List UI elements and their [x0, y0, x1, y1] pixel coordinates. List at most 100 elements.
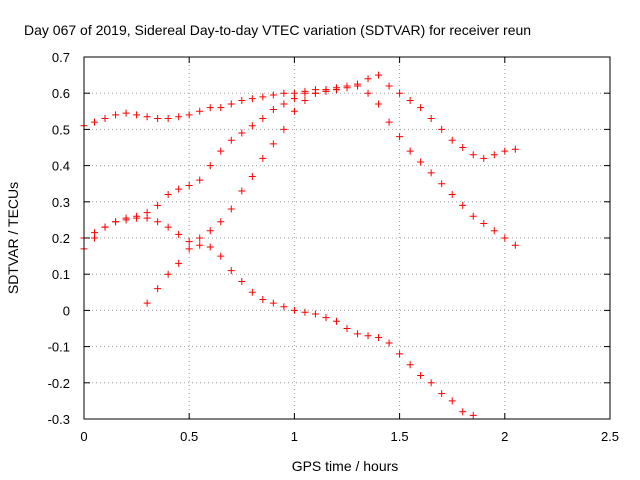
data-point-satellite-2	[364, 75, 372, 83]
data-point-satellite-1	[122, 109, 130, 117]
y-tick-label: -0.1	[48, 340, 70, 355]
data-point-satellite-1	[154, 115, 162, 123]
data-point-satellite-3	[164, 223, 172, 231]
data-point-satellite-1	[238, 96, 246, 104]
data-point-satellite-4	[396, 133, 404, 141]
data-point-satellite-2	[375, 71, 383, 79]
x-tick-label: 2	[501, 429, 508, 444]
y-tick-label: 0.2	[52, 231, 70, 246]
y-tick-label: 0.3	[52, 195, 70, 210]
data-point-satellite-3	[122, 214, 130, 222]
data-point-satellite-3	[196, 241, 204, 249]
data-point-satellite-3	[112, 218, 120, 226]
data-point-satellite-2	[196, 176, 204, 184]
data-point-satellite-3	[248, 288, 256, 296]
data-point-satellite-4	[175, 259, 183, 267]
data-point-satellite-1	[175, 113, 183, 121]
data-point-satellite-2	[427, 115, 435, 123]
data-point-satellite-4	[206, 227, 214, 235]
data-point-satellite-1	[248, 95, 256, 103]
data-point-satellite-2	[396, 89, 404, 97]
data-point-satellite-1	[91, 118, 99, 126]
data-point-satellite-3	[185, 238, 193, 246]
data-point-satellite-3	[154, 218, 162, 226]
data-point-satellite-4	[143, 299, 151, 307]
data-point-satellite-1	[101, 115, 109, 123]
data-point-satellite-4	[438, 180, 446, 188]
x-tick-label: 1	[291, 429, 298, 444]
data-point-satellite-3	[364, 332, 372, 340]
data-point-satellite-1	[206, 104, 214, 112]
data-point-satellite-1	[196, 107, 204, 115]
data-point-satellite-3	[217, 252, 225, 260]
data-point-satellite-4	[259, 154, 267, 162]
data-point-satellite-3	[343, 325, 351, 332]
data-point-satellite-2	[448, 136, 456, 144]
data-point-satellite-4	[343, 82, 351, 90]
data-point-satellite-4	[217, 218, 225, 226]
data-point-satellite-3	[459, 408, 467, 416]
data-point-satellite-2	[480, 154, 488, 162]
data-point-satellite-2	[406, 96, 414, 104]
data-point-satellite-2	[490, 151, 498, 159]
tick-labels: 0 0.5 1 1.5 2 2.5 -0.3 -0.2 -0.1 0 0.1 0.2 0.3 0.4 0.5…	[48, 50, 619, 444]
chart-title: Day 067 of 2019, Sidereal Day-to-day VTE…	[24, 22, 531, 38]
plot-frame	[83, 56, 611, 420]
data-points	[80, 71, 519, 419]
data-point-satellite-3	[269, 299, 277, 307]
data-point-satellite-3	[417, 372, 425, 380]
data-point-satellite-1	[143, 113, 151, 121]
data-point-satellite-3	[438, 390, 446, 398]
data-point-satellite-3	[206, 243, 214, 251]
data-point-satellite-2	[511, 145, 519, 153]
data-point-satellite-4	[406, 147, 414, 155]
data-point-satellite-3	[332, 317, 340, 325]
data-point-satellite-4	[480, 220, 488, 228]
data-point-satellite-3	[448, 397, 456, 405]
data-point-satellite-4	[427, 169, 435, 177]
data-point-satellite-4	[185, 245, 193, 253]
data-point-satellite-2	[438, 125, 446, 133]
data-point-satellite-2	[301, 89, 309, 97]
data-point-satellite-3	[280, 303, 288, 311]
data-point-satellite-3	[259, 296, 267, 304]
data-point-satellite-2	[269, 105, 277, 113]
data-point-satellite-2	[259, 115, 267, 123]
data-point-satellite-4	[238, 187, 246, 195]
data-point-satellite-3	[301, 308, 309, 316]
data-point-satellite-2	[154, 201, 162, 209]
data-point-satellite-3	[91, 234, 99, 242]
y-tick-label: 0.5	[52, 122, 70, 137]
data-point-satellite-2	[280, 100, 288, 108]
data-point-satellite-4	[248, 172, 256, 180]
x-tick-label: 0	[80, 429, 87, 444]
data-point-satellite-2	[501, 147, 509, 155]
data-point-satellite-4	[269, 140, 277, 148]
data-point-satellite-4	[311, 89, 319, 97]
data-point-satellite-4	[511, 241, 519, 249]
data-point-satellite-4	[354, 82, 362, 90]
data-point-satellite-3	[406, 361, 414, 369]
data-point-satellite-4	[290, 107, 298, 115]
data-point-satellite-3	[322, 314, 330, 322]
x-tick-label: 0.5	[180, 429, 198, 444]
data-point-satellite-2	[185, 182, 193, 190]
data-point-satellite-1	[259, 93, 267, 101]
data-point-satellite-4	[501, 234, 509, 242]
data-point-satellite-1	[280, 89, 288, 97]
data-point-satellite-4	[375, 100, 383, 108]
x-tick-label: 1.5	[391, 429, 409, 444]
x-tick-label: 2.5	[601, 429, 619, 444]
data-point-satellite-2	[290, 95, 298, 103]
data-point-satellite-4	[417, 158, 425, 166]
data-point-satellite-4	[164, 270, 172, 278]
data-point-satellite-3	[101, 223, 109, 231]
data-point-satellite-2	[227, 136, 235, 144]
data-point-satellite-1	[133, 111, 141, 119]
y-axis-title: SDTVAR / TECUs	[5, 182, 21, 294]
data-point-satellite-4	[332, 84, 340, 92]
data-point-satellite-4	[280, 125, 288, 133]
data-point-satellite-3	[375, 334, 383, 342]
data-point-satellite-4	[301, 96, 309, 104]
